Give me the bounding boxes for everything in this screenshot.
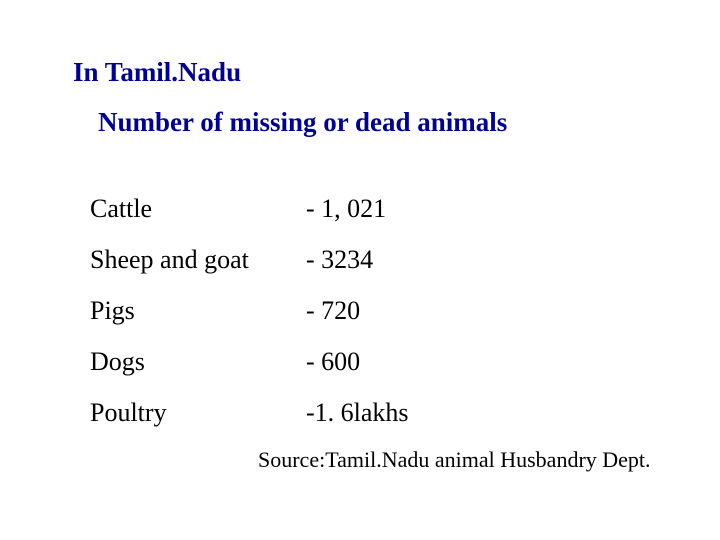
list-item-value: - 3234: [306, 244, 374, 274]
list-item-label: Dogs: [90, 346, 145, 376]
animal-list: Cattle - 1, 021 Sheep and goat - 3234 Pi…: [90, 183, 650, 438]
list-item-poultry: Poultry -1. 6lakhs: [90, 387, 650, 438]
list-item-label: Pigs: [90, 295, 135, 325]
list-item-label: Cattle: [90, 193, 153, 223]
slide-heading: In Tamil.Nadu: [73, 57, 242, 87]
list-item-cattle: Cattle - 1, 021: [90, 183, 650, 234]
slide-subheading: Number of missing or dead animals: [98, 107, 508, 137]
list-item-value: - 720: [306, 295, 361, 325]
list-item-value: - 600: [306, 346, 361, 376]
list-item-value: -1. 6lakhs: [306, 397, 409, 427]
list-item-dogs: Dogs - 600: [90, 336, 650, 387]
list-item-label: Poultry: [90, 397, 167, 427]
list-item-sheep-and-goat: Sheep and goat - 3234: [90, 234, 650, 285]
source-note: Source:Tamil.Nadu animal Husbandry Dept.: [258, 447, 651, 472]
list-item-label: Sheep and goat: [90, 244, 249, 274]
list-item-value: - 1, 021: [306, 193, 387, 223]
list-item-pigs: Pigs - 720: [90, 285, 650, 336]
